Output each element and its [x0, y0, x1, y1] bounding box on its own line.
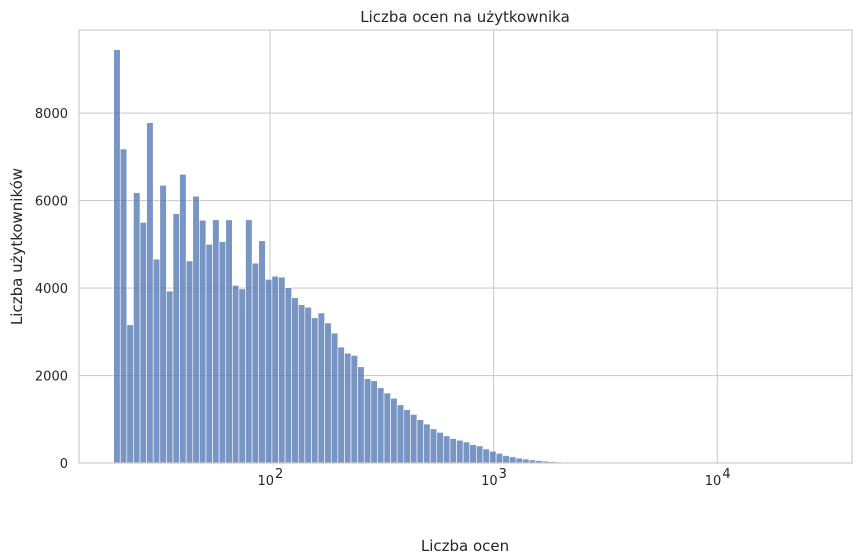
histogram-bar — [271, 275, 279, 464]
histogram-bar — [462, 441, 471, 464]
histogram-bar — [185, 260, 194, 464]
x-tick-label: 10 2 — [257, 467, 283, 489]
histogram-bar — [146, 122, 154, 464]
x-tick-exponent: 2 — [275, 467, 283, 482]
x-axis-ticks: 10 2 10 3 10 4 — [257, 467, 730, 489]
histogram-bar — [179, 174, 187, 464]
histogram-bar — [449, 438, 457, 464]
histogram-bar — [383, 392, 391, 464]
y-tick-label: 2000 — [35, 370, 68, 385]
histogram-bar — [429, 428, 438, 464]
x-tick-label: 10 3 — [481, 467, 507, 489]
histogram-bar — [139, 222, 147, 464]
histogram-bar — [199, 219, 207, 464]
y-tick-label: 0 — [60, 457, 68, 472]
histogram-bar — [515, 457, 523, 464]
histogram-bar — [304, 306, 312, 464]
histogram-bar — [126, 324, 134, 464]
histogram-bar — [396, 404, 405, 464]
x-tick-exponent: 3 — [499, 467, 507, 482]
histogram-bar — [152, 258, 161, 464]
histogram-bar — [416, 419, 424, 464]
x-axis-label: Liczba ocen — [421, 537, 509, 555]
histogram-bar — [251, 262, 260, 464]
histogram-bar — [403, 409, 411, 464]
histogram-bar — [344, 352, 352, 464]
chart-title: Liczba ocen na użytkownika — [360, 8, 570, 26]
histogram-bar — [166, 290, 174, 464]
histogram-bar — [218, 241, 227, 464]
histogram-bar — [410, 414, 418, 464]
histogram-bar — [192, 195, 200, 464]
histogram-bar — [423, 423, 431, 464]
histogram-bar — [159, 184, 167, 464]
histogram-bar — [350, 355, 358, 464]
histogram-bar — [502, 455, 510, 464]
histogram-bar — [370, 380, 378, 464]
histogram-bar — [212, 219, 220, 464]
histogram-bar — [476, 445, 484, 464]
y-axis-label: Liczba użytkowników — [8, 168, 26, 325]
plot-frame — [78, 29, 853, 464]
histogram-bar — [482, 448, 490, 464]
histogram-bar — [119, 148, 128, 464]
histogram-bar — [278, 276, 286, 464]
histogram-bar — [311, 317, 319, 464]
histogram-bar — [436, 432, 444, 464]
histogram-bar — [330, 332, 339, 464]
histogram-bar — [232, 285, 240, 464]
histogram-bar — [317, 312, 325, 464]
histogram-bar — [291, 297, 299, 464]
histogram-bar — [205, 244, 213, 464]
histogram-bar — [238, 288, 246, 464]
histogram-bar — [133, 192, 141, 464]
histogram-bar — [377, 387, 385, 464]
histogram-bar — [225, 219, 233, 464]
x-tick-base: 10 — [257, 474, 274, 489]
histogram-bar — [258, 240, 266, 464]
histogram-bar — [357, 366, 365, 464]
x-tick-base: 10 — [705, 474, 722, 489]
histogram-bar — [172, 213, 180, 464]
histogram-bar — [363, 378, 372, 464]
histogram-bar — [469, 444, 477, 464]
y-axis-ticks: 0 2000 4000 6000 8000 — [35, 107, 68, 472]
y-tick-label: 8000 — [35, 107, 68, 122]
x-tick-label: 10 4 — [705, 467, 731, 489]
y-tick-label: 6000 — [35, 195, 68, 210]
histogram-bar — [495, 453, 504, 464]
histogram-bar — [113, 49, 121, 464]
axes-frame — [78, 29, 853, 464]
histogram-bar — [324, 322, 332, 464]
histogram-bar — [456, 439, 464, 464]
y-tick-label: 4000 — [35, 282, 68, 297]
x-tick-exponent: 4 — [722, 467, 730, 482]
x-tick-base: 10 — [481, 474, 498, 489]
histogram-bar — [297, 304, 306, 464]
histogram-bar — [443, 435, 451, 464]
histogram-bar — [390, 397, 398, 464]
histogram-bar — [265, 278, 273, 464]
histogram-bar — [284, 287, 292, 464]
histogram-bar — [337, 346, 345, 464]
histogram-bar — [509, 456, 517, 464]
histogram-bar — [245, 219, 253, 464]
histogram-bar — [489, 450, 497, 464]
